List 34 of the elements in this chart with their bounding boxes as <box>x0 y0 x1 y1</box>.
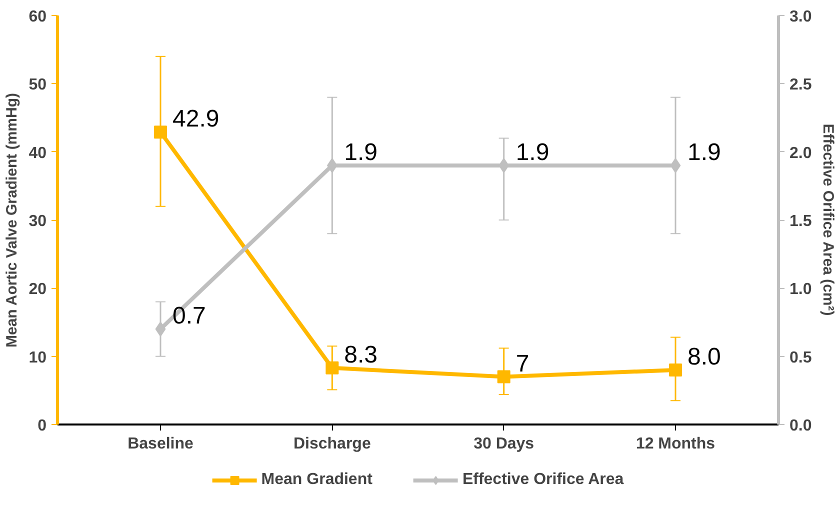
y2-tick-label: 0.5 <box>790 349 812 366</box>
data-label: 42.9 <box>172 106 220 133</box>
x-tick-label: 30 Days <box>474 436 534 452</box>
data-label: 8.0 <box>688 343 721 370</box>
x-tick-label: 12 Months <box>636 436 716 452</box>
point <box>497 370 510 384</box>
data-label: 1.9 <box>688 138 721 166</box>
point <box>326 361 339 374</box>
y-tick-label: 10 <box>28 349 47 366</box>
data-label: 7 <box>516 350 530 378</box>
y-tick-label: 50 <box>28 76 47 94</box>
y-tick-label: 40 <box>28 144 47 162</box>
y-axis-title: Mean Aortic Valve Gradient (mmHg) <box>4 93 21 348</box>
y-tick-label: 20 <box>28 281 47 298</box>
y-tick-label: 30 <box>28 213 47 230</box>
data-label: 1.9 <box>516 138 550 166</box>
point <box>154 126 167 139</box>
y2-tick-label: 1.5 <box>790 213 812 230</box>
x-tick-label: Discharge <box>293 436 371 452</box>
point <box>669 363 682 376</box>
data-label: 1.9 <box>344 138 378 166</box>
data-label: 0.7 <box>172 302 206 330</box>
legend-label: Mean Gradient <box>261 471 372 489</box>
y2-axis-title: Effective Orifice Area (cm²) <box>820 124 837 316</box>
y2-tick-label: 1.0 <box>790 281 812 298</box>
legend-label: Effective Orifice Area <box>462 471 624 489</box>
x-tick-label: Baseline <box>128 436 194 452</box>
y2-tick-label: 2.5 <box>790 76 812 94</box>
y2-tick-label: 2.0 <box>790 144 812 162</box>
y2-tick-label: 0.0 <box>790 418 812 434</box>
y2-tick-label: 3.0 <box>790 8 812 26</box>
data-label: 8.3 <box>344 341 378 368</box>
y-tick-label: 60 <box>28 8 47 26</box>
y-tick-label: 0 <box>38 418 47 434</box>
